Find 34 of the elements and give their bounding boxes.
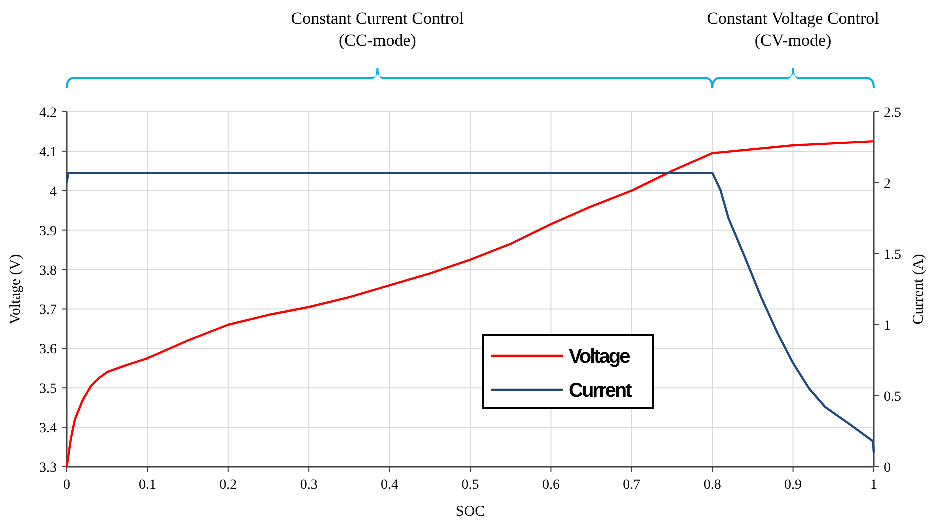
y-tick-label: 3.5 xyxy=(40,382,57,398)
legend-label: Current xyxy=(569,380,633,402)
x-tick-label: 0.9 xyxy=(784,478,802,493)
y2-tick-label: 1.5 xyxy=(884,248,902,263)
text: Constant Current Control (CC-mode) xyxy=(291,9,464,50)
y2-tick-label: 0.5 xyxy=(884,390,902,405)
y-tick-label: 3.8 xyxy=(40,264,57,279)
x-axis-title: SOC xyxy=(456,504,486,520)
x-tick-label: 0.2 xyxy=(220,478,238,493)
legend-label: Voltage xyxy=(569,346,631,368)
y2-tick-label: 2.5 xyxy=(884,106,902,121)
y2-tick-label: 1 xyxy=(884,319,891,334)
x-tick-label: 0.6 xyxy=(542,478,560,493)
y-tick-label: 3.9 xyxy=(40,224,57,240)
y-tick-label: 3.6 xyxy=(40,342,57,358)
x-tick-label: 0.5 xyxy=(462,478,480,493)
text: Constant Voltage Control (CV-mode) xyxy=(707,9,880,50)
x-tick-label: 0.4 xyxy=(381,478,399,493)
y-tick-label: 4.1 xyxy=(40,145,57,160)
x-tick-label: 1 xyxy=(870,478,878,493)
y-tick-label: 3.7 xyxy=(40,303,57,318)
x-tick-label: 0 xyxy=(64,478,70,493)
x-tick-label: 0.7 xyxy=(623,478,641,493)
x-tick-label: 0.8 xyxy=(704,478,722,493)
y-tick-label: 4.2 xyxy=(40,106,57,121)
y2-tick-label: 0 xyxy=(884,461,891,476)
y-axis-title: Voltage (V) xyxy=(8,254,24,325)
y-tick-label: 4 xyxy=(50,184,57,200)
x-tick-label: 0.3 xyxy=(300,478,318,493)
y2-tick-label: 2 xyxy=(884,177,891,192)
y-tick-label: 3.4 xyxy=(40,422,57,437)
x-tick-label: 0.1 xyxy=(138,478,156,493)
y-tick-label: 3.3 xyxy=(40,461,57,476)
y2-axis-title: Current (A) xyxy=(911,254,927,325)
